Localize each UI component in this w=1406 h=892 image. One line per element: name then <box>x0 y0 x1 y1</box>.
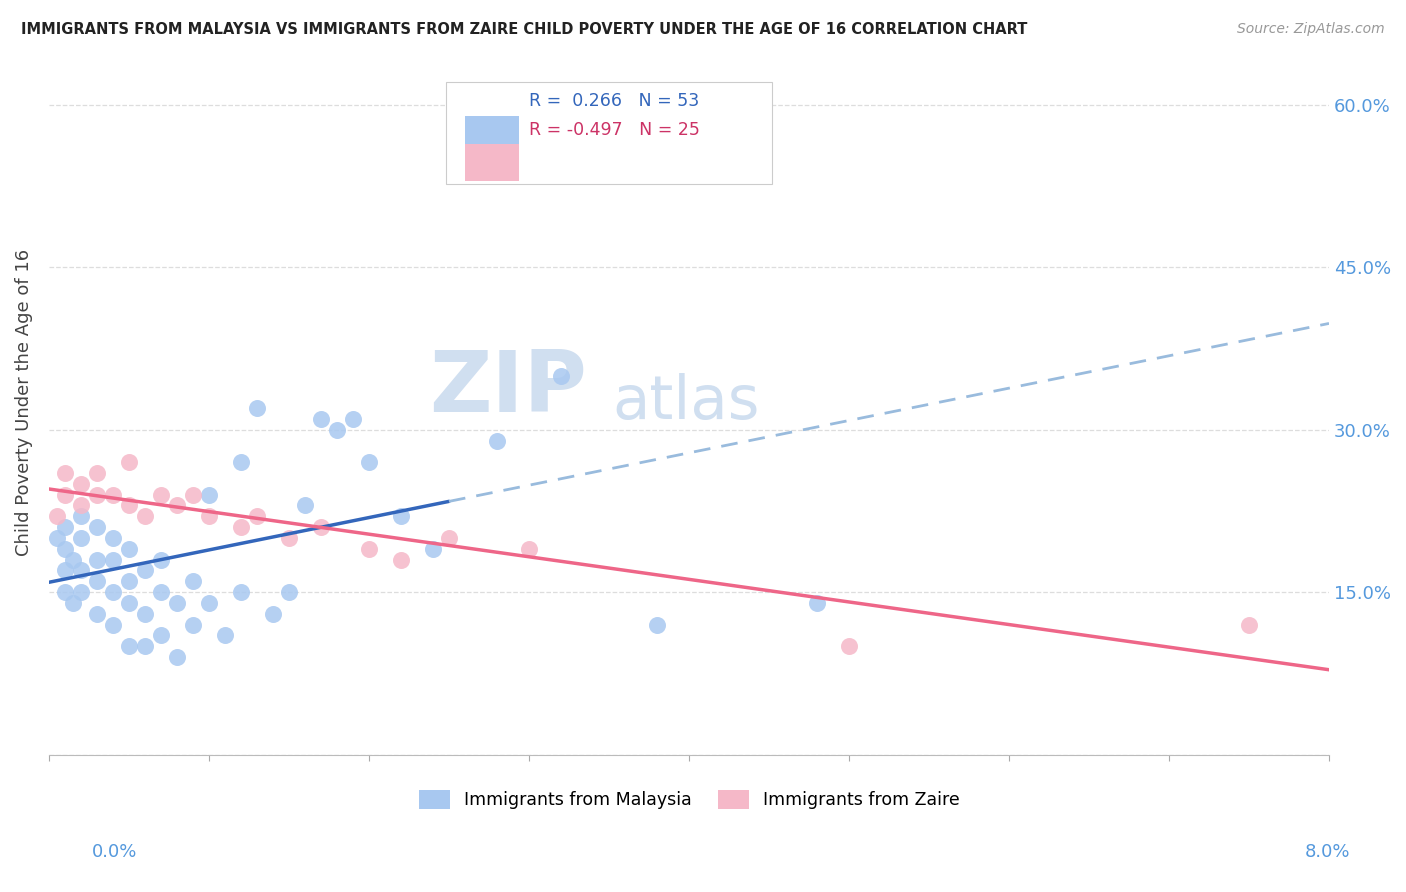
Point <box>262 607 284 621</box>
Point <box>485 434 508 448</box>
Point <box>166 650 188 665</box>
Point <box>101 552 124 566</box>
FancyBboxPatch shape <box>465 116 519 153</box>
Point <box>181 488 204 502</box>
Point <box>229 455 252 469</box>
Point <box>118 541 141 556</box>
Point <box>454 141 477 155</box>
Point <box>181 617 204 632</box>
Y-axis label: Child Poverty Under the Age of 16: Child Poverty Under the Age of 16 <box>15 249 32 557</box>
Point <box>326 423 349 437</box>
Point <box>229 520 252 534</box>
Point <box>62 596 84 610</box>
Point <box>86 552 108 566</box>
Point <box>389 509 412 524</box>
Point <box>70 585 93 599</box>
Text: 8.0%: 8.0% <box>1305 843 1350 861</box>
Point <box>149 585 172 599</box>
Point <box>46 531 69 545</box>
Point <box>134 509 156 524</box>
Point <box>309 412 332 426</box>
Point <box>70 499 93 513</box>
Point <box>86 488 108 502</box>
FancyBboxPatch shape <box>446 82 772 185</box>
Point <box>86 607 108 621</box>
Point <box>437 531 460 545</box>
Point <box>53 564 76 578</box>
Text: 0.0%: 0.0% <box>91 843 136 861</box>
Point <box>101 531 124 545</box>
Point <box>101 617 124 632</box>
Text: Source: ZipAtlas.com: Source: ZipAtlas.com <box>1237 22 1385 37</box>
Point <box>357 541 380 556</box>
Point <box>246 401 269 415</box>
Point <box>422 541 444 556</box>
Point <box>134 607 156 621</box>
FancyBboxPatch shape <box>465 145 519 181</box>
Point <box>166 596 188 610</box>
Point <box>101 585 124 599</box>
Point <box>166 499 188 513</box>
Text: atlas: atlas <box>612 373 759 432</box>
Point <box>278 531 301 545</box>
Point <box>134 640 156 654</box>
Point <box>278 585 301 599</box>
Point <box>53 520 76 534</box>
Point <box>645 617 668 632</box>
Point <box>550 368 572 383</box>
Point <box>118 574 141 589</box>
Point <box>134 564 156 578</box>
Point <box>309 520 332 534</box>
Text: R = -0.497   N = 25: R = -0.497 N = 25 <box>529 120 700 138</box>
Point <box>198 596 221 610</box>
Point <box>86 574 108 589</box>
Point <box>70 531 93 545</box>
Point <box>62 552 84 566</box>
Text: ZIP: ZIP <box>429 347 586 430</box>
Point <box>53 488 76 502</box>
Point <box>806 596 828 610</box>
Point <box>53 585 76 599</box>
Text: R =  0.266   N = 53: R = 0.266 N = 53 <box>529 93 699 111</box>
Point <box>118 640 141 654</box>
Point <box>214 628 236 642</box>
Point <box>149 552 172 566</box>
Point <box>86 466 108 480</box>
Point <box>198 509 221 524</box>
Point <box>118 455 141 469</box>
Point <box>101 488 124 502</box>
Point <box>53 466 76 480</box>
Point <box>118 499 141 513</box>
Point <box>70 564 93 578</box>
Point <box>70 509 93 524</box>
Point <box>53 541 76 556</box>
Point <box>246 509 269 524</box>
Point <box>198 488 221 502</box>
Point <box>838 640 860 654</box>
Legend: Immigrants from Malaysia, Immigrants from Zaire: Immigrants from Malaysia, Immigrants fro… <box>412 783 966 816</box>
Point <box>118 596 141 610</box>
Point <box>389 552 412 566</box>
Point <box>70 476 93 491</box>
Point <box>294 499 316 513</box>
Point <box>46 509 69 524</box>
Point <box>342 412 364 426</box>
Point <box>229 585 252 599</box>
Point <box>517 541 540 556</box>
Point <box>149 628 172 642</box>
Point <box>149 488 172 502</box>
Point <box>181 574 204 589</box>
Point <box>86 520 108 534</box>
Text: IMMIGRANTS FROM MALAYSIA VS IMMIGRANTS FROM ZAIRE CHILD POVERTY UNDER THE AGE OF: IMMIGRANTS FROM MALAYSIA VS IMMIGRANTS F… <box>21 22 1028 37</box>
Point <box>357 455 380 469</box>
Point <box>1237 617 1260 632</box>
